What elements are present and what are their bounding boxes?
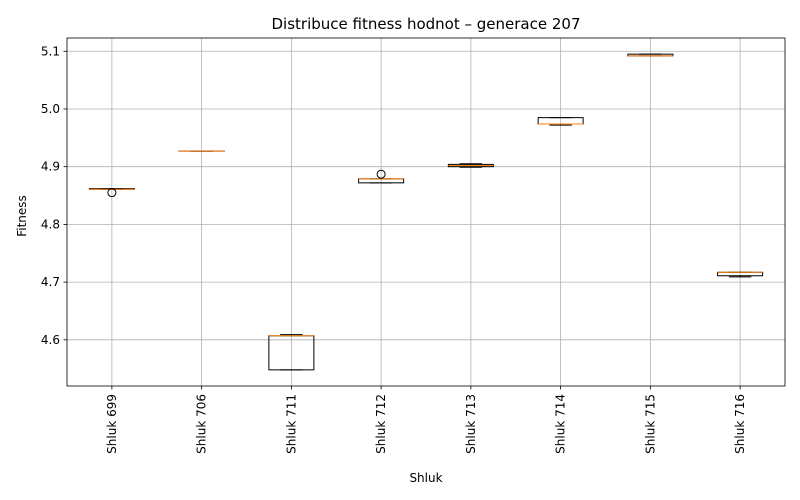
box-5 — [447, 163, 494, 168]
x-tick-label: Shluk 713 — [464, 394, 478, 454]
y-tick-label: 4.6 — [41, 333, 60, 347]
outlier-point — [107, 188, 117, 198]
x-tick-label: Shluk 716 — [733, 394, 747, 454]
box-3 — [268, 334, 315, 371]
y-tick-label: 5.0 — [41, 102, 60, 116]
x-tick-label: Shluk 712 — [374, 394, 388, 454]
x-tick-label: Shluk 711 — [284, 394, 298, 454]
boxes — [88, 53, 764, 371]
x-tick-label: Shluk 706 — [195, 394, 209, 454]
box-7 — [627, 53, 674, 57]
chart-title: Distribuce fitness hodnot – generace 207 — [271, 15, 580, 33]
outlier-point — [376, 169, 386, 179]
box-6 — [537, 117, 584, 126]
x-tick-label: Shluk 714 — [554, 394, 568, 454]
box-8 — [717, 271, 764, 278]
x-tick-label: Shluk 715 — [643, 394, 657, 454]
y-tick-label: 4.7 — [41, 275, 60, 289]
y-tick-label: 5.1 — [41, 44, 60, 58]
box-1 — [88, 188, 135, 198]
x-axis-label: Shluk — [409, 471, 442, 485]
y-tick-label: 4.8 — [41, 217, 60, 231]
y-axis-label: Fitness — [15, 195, 29, 237]
x-tick-label: Shluk 699 — [105, 394, 119, 454]
plot-area-frame — [66, 37, 786, 387]
y-axis-ticks: 4.6 4.7 4.8 4.9 5.0 5.1 — [41, 44, 67, 347]
x-axis-ticks: Shluk 699 Shluk 706 Shluk 711 Shluk 712 Shlu… — [105, 386, 747, 454]
y-tick-label: 4.9 — [41, 160, 60, 174]
box-4 — [358, 169, 405, 184]
grid-lines — [67, 38, 785, 386]
